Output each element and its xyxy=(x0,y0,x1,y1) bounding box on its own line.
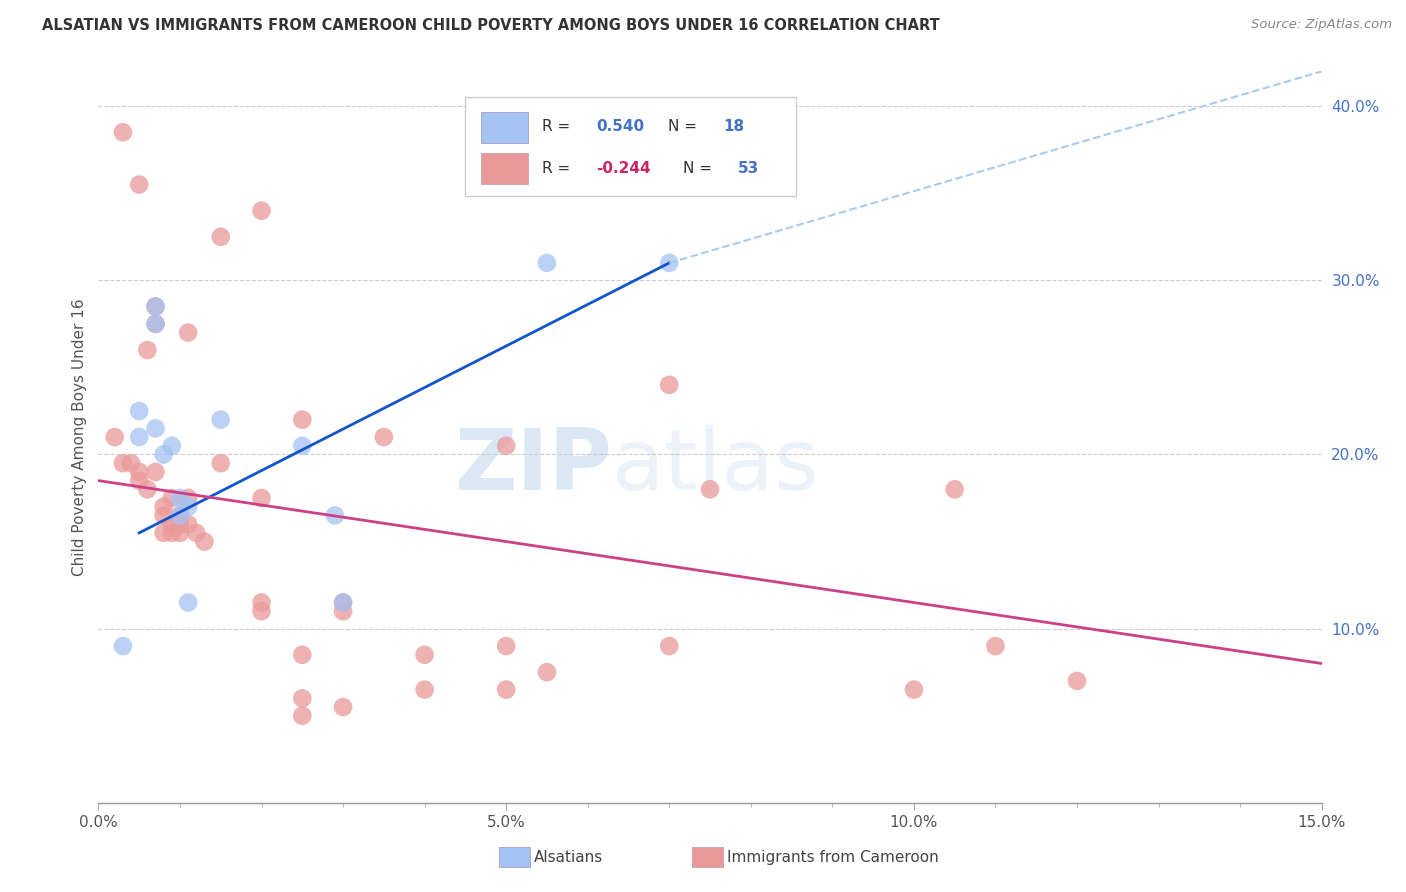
Point xyxy=(536,665,558,680)
Point xyxy=(495,439,517,453)
Point xyxy=(128,474,150,488)
FancyBboxPatch shape xyxy=(465,97,796,195)
Point xyxy=(291,691,314,706)
Point xyxy=(291,708,314,723)
Point xyxy=(332,595,354,609)
Point xyxy=(145,300,167,314)
Text: -0.244: -0.244 xyxy=(596,161,651,176)
Text: 0.540: 0.540 xyxy=(596,120,644,135)
Point xyxy=(169,508,191,523)
Point xyxy=(128,404,150,418)
Point xyxy=(291,412,314,426)
Point xyxy=(169,517,191,532)
Point xyxy=(323,508,346,523)
Point xyxy=(145,317,167,331)
Text: Immigrants from Cameroon: Immigrants from Cameroon xyxy=(727,850,939,864)
Point xyxy=(111,125,134,139)
Point xyxy=(145,465,167,479)
Point xyxy=(177,595,200,609)
Point xyxy=(536,256,558,270)
Point xyxy=(152,508,174,523)
Text: 53: 53 xyxy=(738,161,759,176)
Text: atlas: atlas xyxy=(612,425,820,508)
Text: R =: R = xyxy=(543,161,575,176)
Text: ZIP: ZIP xyxy=(454,425,612,508)
Point xyxy=(128,430,150,444)
Point xyxy=(177,500,200,514)
Text: N =: N = xyxy=(683,161,717,176)
Point xyxy=(177,326,200,340)
Text: N =: N = xyxy=(668,120,703,135)
Point xyxy=(495,682,517,697)
FancyBboxPatch shape xyxy=(481,153,527,184)
Y-axis label: Child Poverty Among Boys Under 16: Child Poverty Among Boys Under 16 xyxy=(72,298,87,576)
Point xyxy=(160,517,183,532)
Point xyxy=(111,456,134,470)
Point xyxy=(152,525,174,540)
Point xyxy=(413,648,436,662)
Point xyxy=(145,421,167,435)
Point xyxy=(193,534,215,549)
Point xyxy=(136,483,159,497)
Text: Alsatians: Alsatians xyxy=(534,850,603,864)
Text: R =: R = xyxy=(543,120,575,135)
Point xyxy=(145,300,167,314)
Point xyxy=(104,430,127,444)
Point xyxy=(699,483,721,497)
FancyBboxPatch shape xyxy=(481,112,527,143)
Point xyxy=(177,491,200,505)
Point xyxy=(1066,673,1088,688)
Point xyxy=(169,525,191,540)
Point xyxy=(495,639,517,653)
Point xyxy=(943,483,966,497)
Point xyxy=(177,517,200,532)
Point xyxy=(250,203,273,218)
Point xyxy=(250,491,273,505)
Point xyxy=(250,595,273,609)
Point xyxy=(128,465,150,479)
Point xyxy=(169,491,191,505)
Point xyxy=(128,178,150,192)
Point xyxy=(160,491,183,505)
Point xyxy=(984,639,1007,653)
Point xyxy=(332,604,354,618)
Point xyxy=(658,639,681,653)
Point xyxy=(209,229,232,244)
Point xyxy=(169,508,191,523)
Point xyxy=(332,700,354,714)
Point xyxy=(291,648,314,662)
Point xyxy=(209,412,232,426)
Point xyxy=(145,317,167,331)
Point xyxy=(152,500,174,514)
Point xyxy=(373,430,395,444)
Point xyxy=(160,525,183,540)
Text: Source: ZipAtlas.com: Source: ZipAtlas.com xyxy=(1251,18,1392,31)
Point xyxy=(160,439,183,453)
Point xyxy=(903,682,925,697)
Text: 18: 18 xyxy=(724,120,745,135)
Point xyxy=(658,377,681,392)
Point xyxy=(152,448,174,462)
Point xyxy=(332,595,354,609)
Point xyxy=(209,456,232,470)
Point xyxy=(413,682,436,697)
Point xyxy=(186,525,208,540)
Point xyxy=(291,439,314,453)
Point xyxy=(111,639,134,653)
Point xyxy=(136,343,159,357)
Text: ALSATIAN VS IMMIGRANTS FROM CAMEROON CHILD POVERTY AMONG BOYS UNDER 16 CORRELATI: ALSATIAN VS IMMIGRANTS FROM CAMEROON CHI… xyxy=(42,18,941,33)
Point xyxy=(658,256,681,270)
Point xyxy=(120,456,142,470)
Point xyxy=(250,604,273,618)
